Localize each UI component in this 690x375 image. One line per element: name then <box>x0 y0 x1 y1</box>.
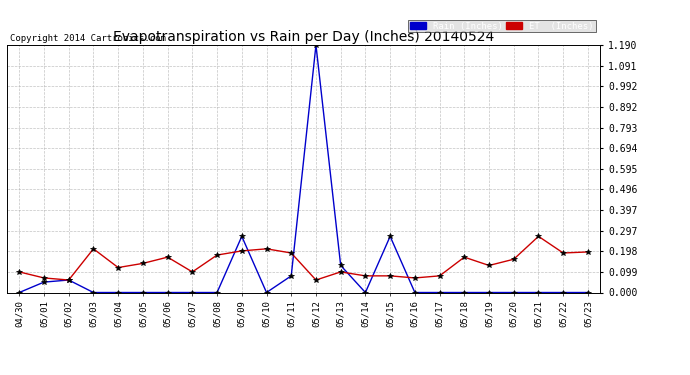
Legend: Rain (Inches), ET  (Inches): Rain (Inches), ET (Inches) <box>408 20 595 32</box>
Text: Copyright 2014 Cartronics.com: Copyright 2014 Cartronics.com <box>10 33 166 42</box>
Title: Evapotranspiration vs Rain per Day (Inches) 20140524: Evapotranspiration vs Rain per Day (Inch… <box>113 30 494 44</box>
